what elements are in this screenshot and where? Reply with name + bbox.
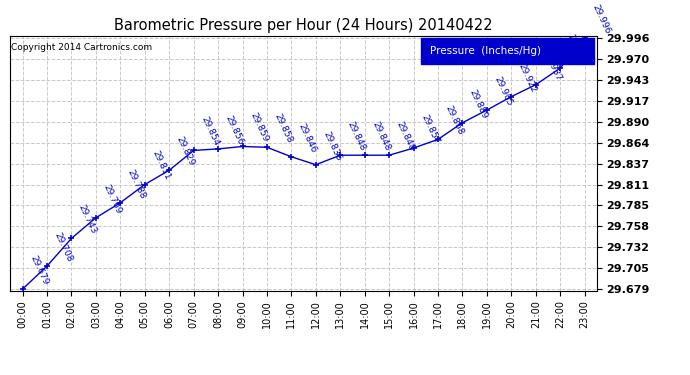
Text: Copyright 2014 Cartronics.com: Copyright 2014 Cartronics.com <box>11 43 152 52</box>
Text: 29.811: 29.811 <box>150 149 172 182</box>
Text: 29.889: 29.889 <box>468 88 489 120</box>
Text: 29.868: 29.868 <box>444 104 465 136</box>
Text: 29.679: 29.679 <box>28 254 50 286</box>
Text: 29.937: 29.937 <box>542 50 563 82</box>
Text: 29.848: 29.848 <box>346 120 367 152</box>
Text: 29.829: 29.829 <box>175 135 196 168</box>
Text: 29.858: 29.858 <box>273 112 294 144</box>
Text: Pressure  (Inches/Hg): Pressure (Inches/Hg) <box>430 46 541 56</box>
Text: 29.996: 29.996 <box>590 3 611 35</box>
Text: 29.848: 29.848 <box>395 120 416 152</box>
Text: 29.856: 29.856 <box>224 114 245 146</box>
Text: 29.857: 29.857 <box>419 113 441 145</box>
Title: Barometric Pressure per Hour (24 Hours) 20140422: Barometric Pressure per Hour (24 Hours) … <box>115 18 493 33</box>
FancyBboxPatch shape <box>421 38 594 64</box>
Text: 29.836: 29.836 <box>322 130 343 162</box>
Text: 29.922: 29.922 <box>517 62 538 94</box>
Text: 29.848: 29.848 <box>371 120 392 152</box>
Text: 29.854: 29.854 <box>199 116 221 148</box>
Text: 29.859: 29.859 <box>248 111 270 144</box>
Text: 29.905: 29.905 <box>493 75 514 107</box>
Text: 29.743: 29.743 <box>77 203 99 236</box>
Text: 29.769: 29.769 <box>101 183 123 215</box>
Text: 29.958: 29.958 <box>566 33 587 65</box>
Text: 29.846: 29.846 <box>297 122 318 154</box>
Text: 29.788: 29.788 <box>126 168 148 200</box>
Text: 29.708: 29.708 <box>52 231 74 263</box>
